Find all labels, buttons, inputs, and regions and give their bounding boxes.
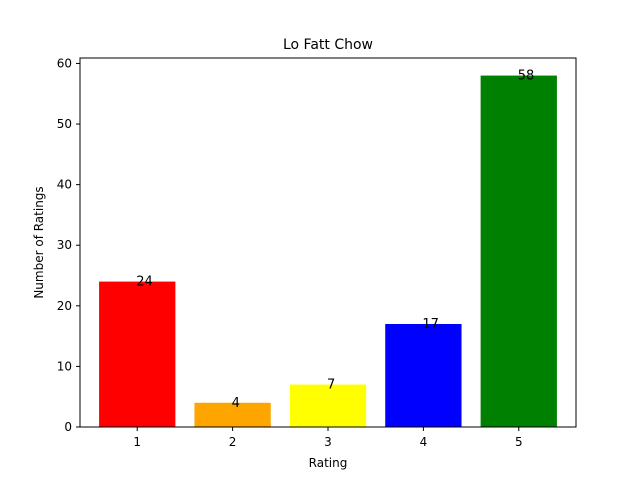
data-labels-layer: 24 4 7 17 58 bbox=[136, 69, 534, 411]
x-tick-label-2: 2 bbox=[229, 435, 237, 449]
data-label-3: 7 bbox=[327, 378, 335, 393]
y-axis-label: Number of Ratings bbox=[32, 186, 46, 298]
data-label-2: 4 bbox=[232, 396, 240, 411]
data-label-4: 17 bbox=[422, 317, 439, 332]
chart-title: Lo Fatt Chow bbox=[283, 37, 373, 53]
x-tick-label-3: 3 bbox=[324, 435, 332, 449]
y-tick-label-20: 20 bbox=[57, 299, 72, 313]
bar-3 bbox=[289, 384, 367, 427]
data-label-5: 58 bbox=[518, 69, 535, 84]
y-tick-label-10: 10 bbox=[57, 359, 72, 373]
bar-4 bbox=[385, 323, 462, 427]
data-label-1: 24 bbox=[136, 275, 153, 290]
bars-layer bbox=[99, 75, 557, 428]
x-tick-label-1: 1 bbox=[133, 435, 141, 449]
y-tick-label-50: 50 bbox=[57, 117, 72, 131]
plot-area-frame bbox=[79, 57, 577, 428]
y-tick-label-60: 60 bbox=[57, 56, 72, 70]
x-tick-label-4: 4 bbox=[420, 435, 428, 449]
y-tick-label-0: 0 bbox=[64, 420, 72, 434]
bar-5 bbox=[480, 75, 557, 428]
bar-2 bbox=[194, 402, 271, 427]
x-tick-label-5: 5 bbox=[515, 435, 523, 449]
x-axis-label: Rating bbox=[309, 456, 348, 470]
y-tick-label-30: 30 bbox=[57, 238, 72, 252]
y-tick-label-40: 40 bbox=[57, 178, 72, 192]
bar-1 bbox=[99, 281, 176, 427]
